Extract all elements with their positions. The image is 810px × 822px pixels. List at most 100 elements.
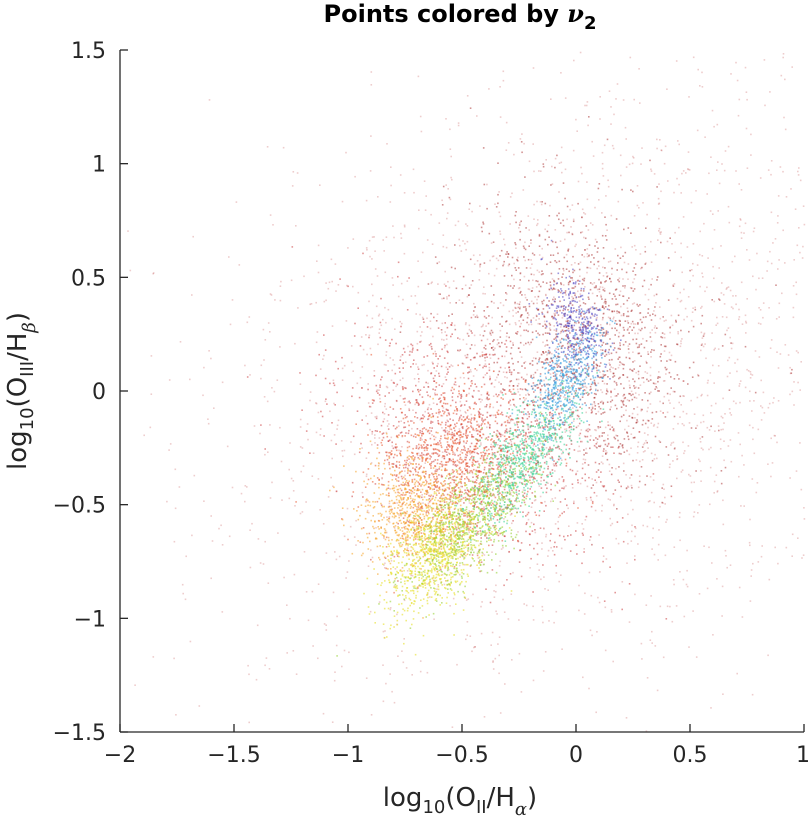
scatter-point xyxy=(444,344,446,347)
scatter-point xyxy=(385,531,388,534)
scatter-point xyxy=(168,379,171,381)
scatter-point xyxy=(408,521,410,523)
scatter-point xyxy=(689,475,692,477)
scatter-point xyxy=(584,286,586,288)
scatter-point xyxy=(560,330,562,333)
scatter-point xyxy=(426,317,428,320)
scatter-point xyxy=(510,347,513,349)
scatter-point xyxy=(509,196,512,198)
scatter-point xyxy=(780,74,783,77)
scatter-point xyxy=(570,426,573,428)
scatter-point xyxy=(626,315,628,318)
scatter-point xyxy=(634,535,636,538)
scatter-point xyxy=(553,280,556,283)
scatter-point xyxy=(729,289,732,292)
scatter-point xyxy=(613,113,615,116)
scatter-point xyxy=(548,236,550,238)
scatter-point xyxy=(494,203,496,205)
scatter-point xyxy=(569,468,572,471)
scatter-point xyxy=(417,404,420,406)
scatter-point xyxy=(613,347,616,349)
scatter-point xyxy=(580,231,582,234)
scatter-point xyxy=(556,481,558,483)
scatter-point xyxy=(583,255,586,258)
scatter-point xyxy=(738,385,741,387)
scatter-point xyxy=(458,392,460,395)
scatter-point xyxy=(437,455,440,457)
scatter-point xyxy=(599,286,602,288)
scatter-point xyxy=(379,384,381,386)
scatter-point xyxy=(631,417,634,419)
scatter-point xyxy=(576,522,579,524)
scatter-point xyxy=(750,133,752,136)
scatter-point xyxy=(558,398,560,400)
scatter-point xyxy=(482,366,484,369)
scatter-point xyxy=(403,422,406,424)
scatter-point xyxy=(471,332,473,334)
scatter-point xyxy=(496,401,498,403)
scatter-point xyxy=(745,322,748,324)
scatter-point xyxy=(524,259,526,262)
scatter-point xyxy=(514,267,517,269)
scatter-point xyxy=(351,395,353,398)
scatter-point xyxy=(668,351,671,354)
scatter-point xyxy=(623,438,626,440)
scatter-point xyxy=(389,608,392,611)
scatter-point xyxy=(246,376,249,378)
scatter-point xyxy=(309,452,311,454)
scatter-point xyxy=(458,431,460,433)
scatter-point xyxy=(438,384,441,386)
scatter-point xyxy=(459,450,462,453)
scatter-point xyxy=(595,317,598,320)
scatter-point xyxy=(777,215,779,217)
scatter-point xyxy=(575,343,577,345)
scatter-point xyxy=(452,463,455,466)
scatter-point xyxy=(572,271,574,274)
scatter-point xyxy=(520,421,522,423)
scatter-point xyxy=(475,501,477,503)
scatter-point xyxy=(572,287,575,289)
scatter-point xyxy=(446,217,448,220)
scatter-point xyxy=(329,382,331,385)
scatter-point xyxy=(692,361,695,364)
scatter-point xyxy=(560,283,563,286)
scatter-point xyxy=(693,511,696,513)
scatter-point xyxy=(644,392,646,394)
scatter-point xyxy=(598,272,601,274)
scatter-point xyxy=(493,386,496,388)
scatter-point xyxy=(402,377,404,380)
scatter-point xyxy=(527,471,529,473)
scatter-point xyxy=(482,223,485,225)
scatter-point xyxy=(550,475,553,477)
scatter-point xyxy=(547,549,550,552)
scatter-point xyxy=(441,297,443,300)
scatter-point xyxy=(591,500,594,503)
scatter-point xyxy=(637,332,639,335)
scatter-point xyxy=(419,334,422,337)
scatter-point xyxy=(473,429,476,432)
scatter-point xyxy=(609,317,611,320)
scatter-point xyxy=(465,599,468,601)
scatter-point xyxy=(500,474,502,477)
scatter-point xyxy=(480,537,482,539)
scatter-point xyxy=(525,441,527,443)
scatter-point xyxy=(426,481,428,483)
scatter-point xyxy=(470,425,472,427)
scatter-point xyxy=(538,359,540,361)
scatter-point xyxy=(497,457,500,460)
scatter-point xyxy=(496,361,499,364)
scatter-point xyxy=(410,366,412,368)
scatter-point xyxy=(264,448,266,450)
scatter-point xyxy=(598,476,600,478)
scatter-point xyxy=(708,429,711,431)
scatter-point xyxy=(402,347,405,350)
scatter-point xyxy=(450,335,452,338)
scatter-point xyxy=(591,543,593,546)
scatter-point xyxy=(751,693,754,696)
scatter-point xyxy=(608,348,610,351)
scatter-point xyxy=(579,450,581,452)
scatter-point xyxy=(531,502,534,504)
scatter-point xyxy=(593,491,596,494)
scatter-point xyxy=(599,421,601,423)
scatter-point xyxy=(407,401,409,403)
